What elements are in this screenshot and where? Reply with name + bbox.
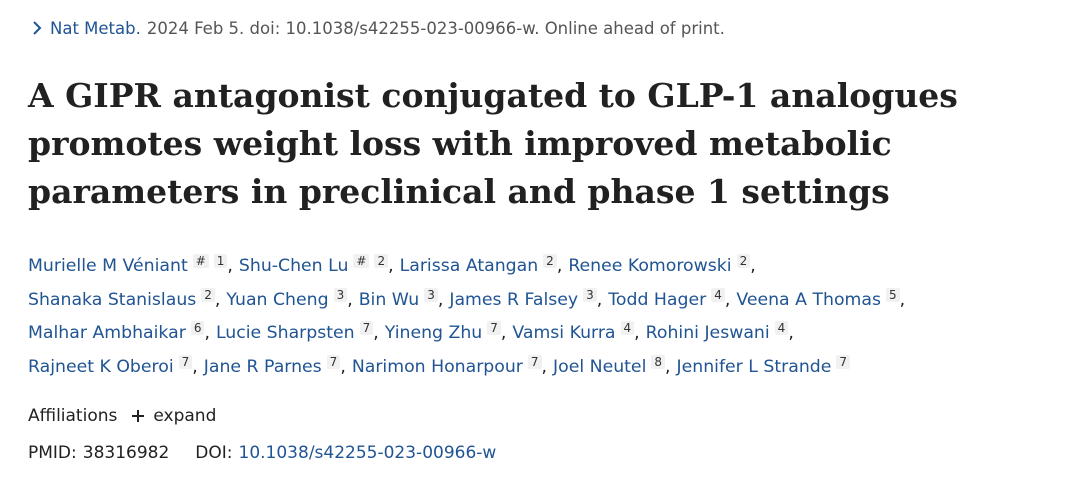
doi-link[interactable]: 10.1038/s42255-023-00966-w bbox=[238, 443, 497, 463]
expand-label: expand bbox=[153, 406, 217, 426]
author-link[interactable]: Renee Komorowski bbox=[568, 256, 732, 276]
pmid-value: 38316982 bbox=[82, 443, 170, 463]
author-link[interactable]: Shu-Chen Lu bbox=[238, 256, 349, 276]
author-link[interactable]: James R Falsey bbox=[449, 289, 579, 310]
author-link[interactable]: Narimon Honarpour bbox=[351, 356, 523, 377]
author-separator: , bbox=[347, 289, 353, 310]
affiliation-ref-link[interactable]: 7 bbox=[527, 354, 542, 369]
equal-contribution-marker[interactable]: # bbox=[353, 254, 370, 268]
author-separator: , bbox=[373, 323, 379, 343]
author-separator: , bbox=[556, 256, 563, 276]
affiliation-ref-link[interactable]: 2 bbox=[201, 287, 215, 302]
author-link[interactable]: Rajneet K Oberoi bbox=[28, 356, 174, 377]
author-link[interactable]: Yuan Cheng bbox=[226, 289, 329, 310]
affiliation-ref-link[interactable]: 6 bbox=[190, 321, 205, 335]
author-link[interactable]: Bin Wu bbox=[358, 289, 420, 310]
affiliation-ref-link[interactable]: 7 bbox=[326, 354, 341, 369]
author-separator: , bbox=[750, 256, 756, 276]
expand-affiliations-button[interactable]: expand bbox=[131, 406, 216, 426]
author-link[interactable]: Lucie Sharpsten bbox=[215, 323, 355, 343]
author-line: Malhar Ambhaikar 6, Lucie Sharpsten 7, Yinen… bbox=[28, 317, 1068, 351]
author-line: Murielle M Véniant #1, Shu-Chen Lu #2, Laris… bbox=[28, 250, 1068, 284]
author-link[interactable]: Joel Neutel bbox=[553, 356, 647, 377]
citation-details: 2024 Feb 5. doi: 10.1038/s42255-023-0096… bbox=[146, 18, 725, 38]
affiliation-ref-link[interactable]: 4 bbox=[620, 321, 635, 335]
author-separator: , bbox=[192, 356, 198, 377]
article-title: A GIPR antagonist conjugated to GLP-1 an… bbox=[28, 72, 1058, 216]
affiliation-ref-link[interactable]: 7 bbox=[359, 321, 374, 335]
author-separator: , bbox=[899, 289, 906, 310]
author-link[interactable]: Malhar Ambhaikar bbox=[28, 323, 186, 343]
author-separator: , bbox=[227, 256, 233, 276]
author-separator: , bbox=[340, 356, 346, 377]
journal-link[interactable]: Nat Metab. bbox=[50, 18, 141, 38]
author-link[interactable]: Vamsi Kurra bbox=[512, 323, 616, 343]
author-separator: , bbox=[204, 323, 210, 343]
affiliation-ref-link[interactable]: 7 bbox=[487, 321, 501, 335]
doi-label: DOI: bbox=[195, 443, 233, 463]
author-link[interactable]: Jennifer L Strande bbox=[676, 356, 832, 377]
affiliation-ref-link[interactable]: 4 bbox=[774, 321, 789, 335]
affiliation-ref-link[interactable]: 4 bbox=[711, 287, 725, 302]
identifiers-row: PMID: 38316982 DOI: 10.1038/s42255-023-0… bbox=[28, 441, 496, 465]
author-link[interactable]: Shanaka Stanislaus bbox=[28, 289, 197, 310]
author-link[interactable]: Veena A Thomas bbox=[736, 289, 881, 310]
author-line: Rajneet K Oberoi 7, Jane R Parnes 7, Narimon… bbox=[28, 351, 1068, 385]
title-line: promotes weight loss with improved metab… bbox=[28, 124, 892, 163]
author-separator: , bbox=[388, 256, 394, 276]
author-link[interactable]: Jane R Parnes bbox=[203, 356, 322, 377]
chevron-right-icon[interactable] bbox=[28, 19, 46, 37]
author-separator: , bbox=[214, 289, 221, 310]
affiliations-row: Affiliations expand bbox=[28, 404, 216, 428]
affiliation-ref-link[interactable]: 2 bbox=[736, 254, 751, 268]
author-link[interactable]: Todd Hager bbox=[608, 289, 707, 310]
author-separator: , bbox=[541, 356, 548, 377]
author-separator: , bbox=[665, 356, 671, 377]
affiliation-ref-link[interactable]: 1 bbox=[213, 254, 228, 268]
affiliation-ref-link[interactable]: 2 bbox=[374, 254, 389, 268]
author-separator: , bbox=[788, 323, 794, 343]
author-separator: , bbox=[596, 289, 603, 310]
affiliation-ref-link[interactable]: 5 bbox=[885, 287, 900, 302]
author-separator: , bbox=[634, 323, 640, 343]
author-link[interactable]: Larissa Atangan bbox=[399, 256, 539, 276]
title-line: A GIPR antagonist conjugated to GLP-1 an… bbox=[28, 76, 958, 115]
affiliation-ref-link[interactable]: 3 bbox=[583, 287, 597, 302]
affiliation-ref-link[interactable]: 3 bbox=[424, 287, 438, 302]
author-link[interactable]: Rohini Jeswani bbox=[645, 323, 770, 343]
affiliations-label: Affiliations bbox=[28, 406, 118, 426]
affiliation-ref-link[interactable]: 8 bbox=[651, 354, 666, 369]
author-link[interactable]: Murielle M Véniant bbox=[28, 256, 188, 276]
author-line: Shanaka Stanislaus 2, Yuan Cheng 3, Bin Wu 3,… bbox=[28, 284, 1068, 318]
affiliation-ref-link[interactable]: 7 bbox=[836, 354, 851, 369]
author-separator: , bbox=[437, 289, 444, 310]
title-line: parameters in preclinical and phase 1 se… bbox=[28, 172, 890, 211]
pmid-label: PMID: bbox=[28, 443, 77, 463]
author-separator: , bbox=[724, 289, 731, 310]
author-list: Murielle M Véniant #1, Shu-Chen Lu #2, Laris… bbox=[28, 250, 1068, 384]
equal-contribution-marker[interactable]: # bbox=[192, 254, 209, 268]
affiliation-ref-link[interactable]: 2 bbox=[543, 254, 557, 268]
affiliation-ref-link[interactable]: 3 bbox=[333, 287, 348, 302]
author-link[interactable]: Yineng Zhu bbox=[384, 323, 483, 343]
affiliation-ref-link[interactable]: 7 bbox=[178, 354, 193, 369]
plus-icon bbox=[132, 410, 145, 422]
citation-line: Nat Metab. 2024 Feb 5. doi: 10.1038/s422… bbox=[28, 16, 725, 40]
author-separator: , bbox=[500, 323, 507, 343]
